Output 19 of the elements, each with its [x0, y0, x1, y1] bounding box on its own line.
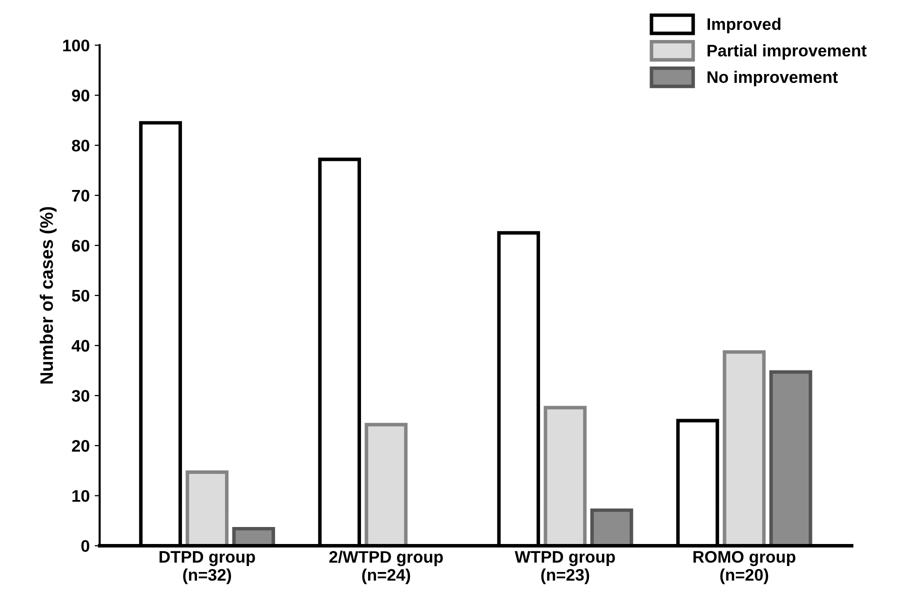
y-tick-label: 90	[72, 90, 90, 102]
y-tick-label: 100	[63, 40, 90, 52]
y-axis-title: Number of cases (%)	[40, 207, 57, 384]
y-tick-label: 50	[72, 290, 90, 302]
x-tick-label: DTPD group (n=32)	[160, 551, 256, 584]
y-tick-label: 10	[72, 490, 90, 502]
legend-label: Improved	[708, 18, 780, 34]
x-tick-label: ROMO group (n=20)	[693, 550, 796, 584]
legend-label: No improvement	[708, 70, 838, 86]
y-tick-label: 0	[81, 540, 90, 552]
y-tick-label: 20	[72, 440, 90, 452]
y-tick-label: 40	[72, 340, 90, 352]
y-tick-label: 60	[72, 240, 90, 252]
y-tick-label: 80	[72, 140, 90, 152]
x-tick-label: 2/WTPD group (n=24)	[329, 550, 443, 584]
y-tick-label: 30	[72, 390, 90, 402]
y-tick-label: 70	[72, 190, 90, 202]
legend-label: Partial improvement	[708, 44, 867, 60]
x-tick-label: WTPD group (n=23)	[514, 551, 615, 584]
